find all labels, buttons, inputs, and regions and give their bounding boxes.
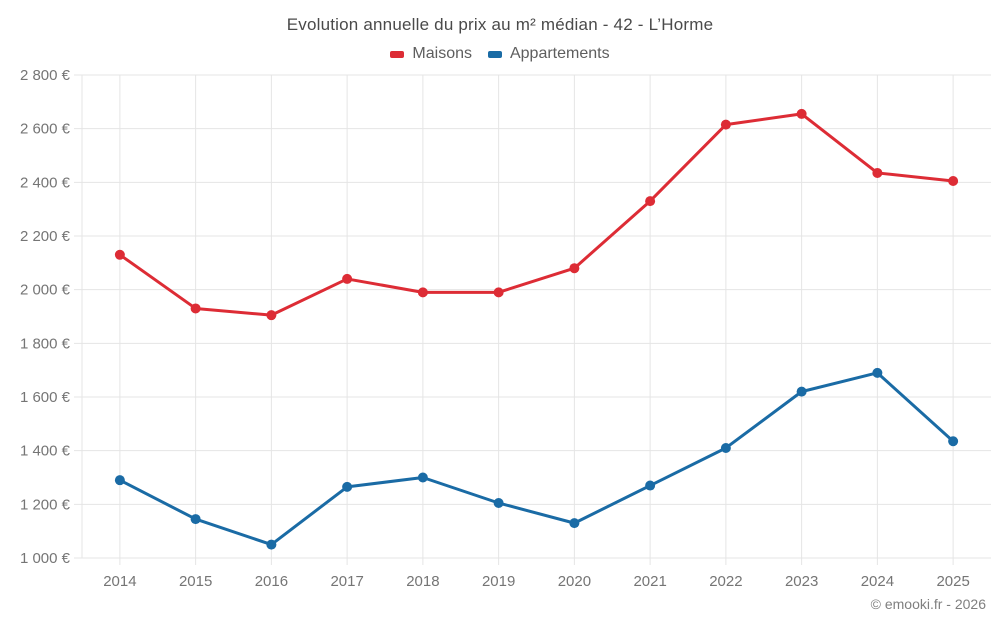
data-point-appartements-2025[interactable] [948,436,959,447]
data-point-appartements-2017[interactable] [342,481,353,492]
data-point-maisons-2023[interactable] [796,108,807,119]
x-axis-tick-label: 2014 [103,573,136,590]
data-point-maisons-2025[interactable] [948,175,959,186]
legend-item-maisons[interactable]: Maisons [390,45,472,63]
y-axis-tick-label: 1 800 € [20,335,71,352]
x-axis-tick-label: 2018 [406,573,439,590]
data-point-maisons-2021[interactable] [645,196,656,207]
data-point-maisons-2024[interactable] [872,167,883,178]
x-axis-tick-label: 2021 [633,573,666,590]
data-point-maisons-2020[interactable] [569,263,580,274]
x-axis-tick-label: 2016 [255,573,288,590]
legend-swatch-appartements [487,50,502,58]
data-point-appartements-2020[interactable] [569,518,580,529]
legend-label: Appartements [509,45,610,62]
legend-item-appartements[interactable]: Appartements [487,45,610,63]
data-point-maisons-2014[interactable] [114,249,125,260]
data-point-appartements-2019[interactable] [493,497,504,508]
y-axis-tick-label: 2 600 € [20,121,71,138]
y-axis-tick-label: 1 000 € [20,550,71,567]
data-point-maisons-2015[interactable] [190,303,201,314]
data-point-appartements-2022[interactable] [720,442,731,453]
legend-swatch-maisons [390,50,405,58]
data-point-maisons-2017[interactable] [342,273,353,284]
x-axis-tick-label: 2020 [558,573,591,590]
data-point-appartements-2024[interactable] [872,367,883,378]
data-point-maisons-2022[interactable] [720,119,731,130]
data-point-appartements-2014[interactable] [114,475,125,486]
x-axis-tick-label: 2025 [936,573,969,590]
series-line-appartements [118,371,955,547]
data-point-maisons-2018[interactable] [417,287,428,298]
y-axis-tick-label: 2 800 € [20,67,71,84]
x-axis-tick-label: 2024 [861,573,894,590]
data-point-maisons-2019[interactable] [493,287,504,298]
y-axis-tick-label: 2 400 € [20,174,71,191]
y-axis-tick-label: 2 200 € [20,228,71,245]
x-axis-tick-label: 2019 [482,573,515,590]
y-axis-tick-label: 1 600 € [20,389,71,406]
chart-title: Evolution annuelle du prix au m² médian … [286,15,714,34]
y-axis-tick-label: 1 400 € [20,443,71,460]
legend-label: Maisons [412,45,472,62]
credit-text: © emooki.fr - 2026 [870,596,986,612]
data-point-appartements-2018[interactable] [417,472,428,483]
x-axis-tick-label: 2023 [785,573,818,590]
x-axis-tick-label: 2017 [330,573,363,590]
series-line-maisons [118,112,955,317]
data-point-appartements-2021[interactable] [645,480,656,491]
x-axis-tick-label: 2022 [709,573,742,590]
y-axis-tick-label: 1 200 € [20,496,71,513]
x-axis-tick-label: 2015 [179,573,212,590]
chart-legend: Maisons Appartements [0,45,1000,63]
y-axis-tick-label: 2 000 € [20,282,71,299]
data-point-appartements-2015[interactable] [190,514,201,525]
data-point-maisons-2016[interactable] [266,310,277,321]
data-point-appartements-2016[interactable] [266,539,277,550]
data-point-appartements-2023[interactable] [796,386,807,397]
